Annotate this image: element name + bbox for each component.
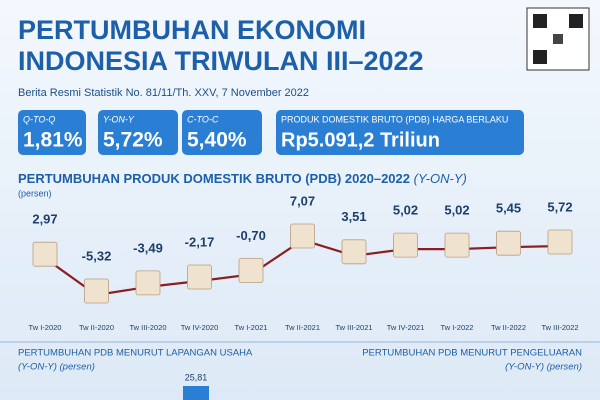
point-box [238, 258, 264, 283]
data-label: -0,70 [236, 228, 266, 243]
title: INDONESIA TRIWULAN III–2022 [18, 46, 424, 76]
x-tick-label: Tw IV-2021 [387, 323, 425, 332]
x-tick-label: Tw I-2021 [235, 323, 268, 332]
section-title: PERTUMBUHAN PDB MENURUT LAPANGAN USAHA [18, 348, 253, 359]
summary-label: Q-TO-Q [23, 114, 55, 124]
summary-value: 1,81% [23, 129, 83, 152]
data-label: -5,32 [82, 248, 112, 263]
title: PERTUMBUHAN EKONOMI [18, 15, 366, 45]
subtitle: Berita Resmi Statistik No. 81/11/Th. XXV… [18, 87, 309, 99]
data-label: 7,07 [290, 193, 315, 208]
data-label: 5,02 [444, 203, 469, 218]
x-tick-label: Tw II-2022 [491, 323, 526, 332]
chart-title-suffix: (Y-ON-Y) [414, 171, 467, 186]
data-label: 5,02 [393, 203, 418, 218]
chart-title-main: PERTUMBUHAN PRODUK DOMESTIK BRUTO (PDB) … [18, 171, 410, 186]
point-box [496, 230, 521, 256]
section-title: PERTUMBUHAN PDB MENURUT PENGELUARAN [362, 348, 582, 359]
x-tick-label: Tw III-2021 [335, 323, 372, 332]
x-tick-label: Tw II-2020 [79, 323, 114, 332]
data-label: 2,97 [32, 212, 57, 227]
summary-value: Rp5.091,2 Triliun [281, 129, 440, 151]
data-label: 3,51 [341, 209, 366, 224]
summary-label: C-TO-C [187, 114, 219, 124]
qr-part [533, 50, 547, 64]
summary-box [98, 110, 178, 155]
point-box [393, 232, 418, 258]
x-tick-label: Tw I-2020 [29, 323, 62, 332]
qr-part [569, 14, 583, 28]
summary-box [276, 110, 524, 155]
bar [183, 386, 209, 400]
summary-box [18, 110, 86, 155]
x-tick-label: Tw III-2020 [129, 323, 166, 332]
point-box [32, 241, 58, 267]
data-label: 5,72 [547, 199, 572, 214]
summary-boxes: Q-TO-Q 1,81% Y-ON-Y 5,72% C-TO-C 5,40% PRODUK … [18, 110, 524, 155]
x-tick-label: Tw IV-2020 [181, 323, 219, 332]
point-box [135, 270, 161, 296]
data-label: -3,49 [133, 240, 163, 255]
point-box [341, 239, 367, 265]
y-label: (persen) [18, 188, 52, 198]
summary-box [182, 110, 262, 155]
qr-part [553, 34, 563, 44]
bar-value: 25,81 [185, 372, 208, 382]
summary-value: 5,72% [103, 129, 163, 152]
summary-label: Y-ON-Y [103, 114, 135, 124]
x-tick-label: Tw III-2022 [541, 323, 578, 332]
line-chart: 2,97 Tw I-2020 -5,32 Tw II-2020 -3,49 Tw III-… [29, 193, 579, 332]
data-label: -2,17 [185, 234, 215, 249]
point-box [547, 229, 573, 255]
x-tick-label: Tw I-2022 [441, 323, 474, 332]
chart-title: PERTUMBUHAN PRODUK DOMESTIK BRUTO (PDB) … [18, 171, 467, 186]
x-tick-label: Tw II-2021 [285, 323, 320, 332]
section-subtitle: (Y-ON-Y) (persen) [505, 362, 582, 373]
point-box [84, 278, 109, 304]
data-label: 5,45 [496, 201, 521, 216]
point-box [290, 223, 315, 249]
summary-value: 5,40% [187, 129, 247, 152]
point-box [444, 232, 470, 258]
section-subtitle: (Y-ON-Y) (persen) [18, 362, 95, 373]
summary-label: PRODUK DOMESTIK BRUTO (PDB) HARGA BERLAK… [281, 114, 508, 124]
point-box [187, 264, 212, 290]
qr-part [533, 14, 547, 28]
